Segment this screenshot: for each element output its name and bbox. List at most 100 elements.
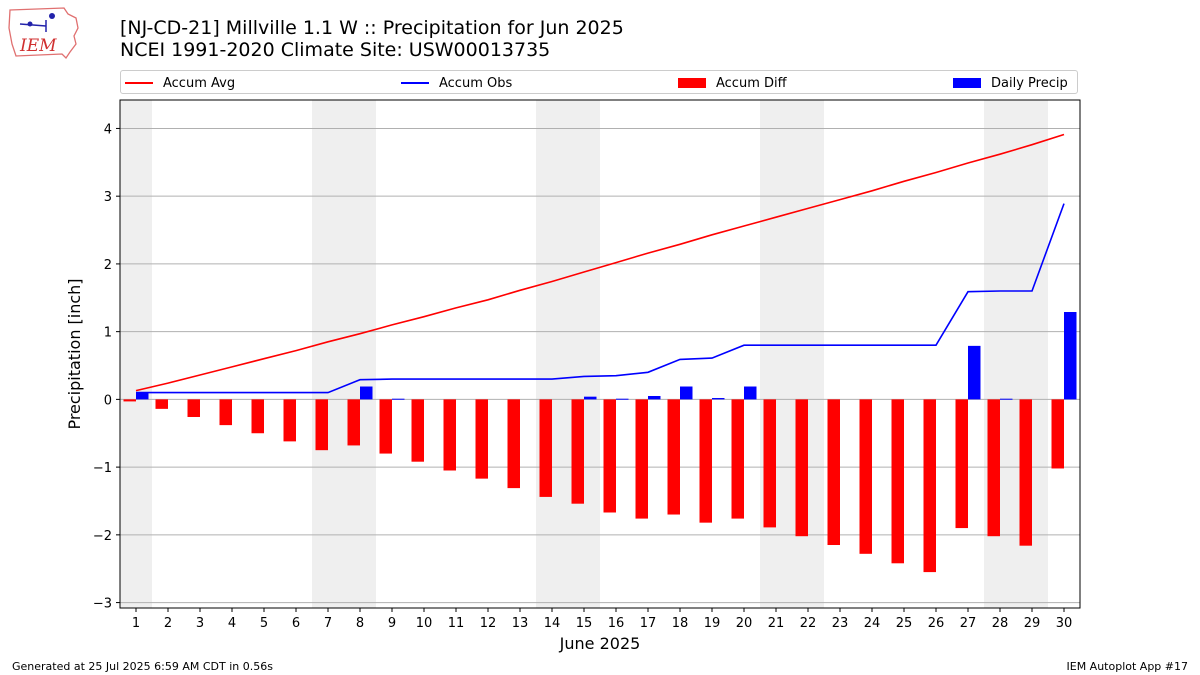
accum-diff-bar xyxy=(763,399,776,528)
x-tick-label: 5 xyxy=(260,616,268,631)
x-tick-label: 28 xyxy=(992,616,1009,631)
accum-obs-line xyxy=(136,203,1065,394)
x-tick-label: 13 xyxy=(512,616,529,631)
legend-swatch-accum-obs xyxy=(401,82,429,84)
y-tick-label: −2 xyxy=(93,529,112,544)
daily-precip-bar xyxy=(648,395,661,400)
accum-diff-bar xyxy=(123,399,136,402)
x-tick-label: 22 xyxy=(800,616,817,631)
y-tick-label: 0 xyxy=(104,393,112,408)
accum-diff-bar xyxy=(187,399,200,417)
legend: Accum Avg Accum Obs Accum Diff Daily Pre… xyxy=(120,70,1078,94)
x-tick-label: 23 xyxy=(832,616,849,631)
legend-item-accum-avg: Accum Avg xyxy=(125,74,235,92)
legend-label-daily-precip: Daily Precip xyxy=(991,75,1068,91)
legend-swatch-accum-avg xyxy=(125,82,153,84)
accum-diff-bar xyxy=(795,399,808,537)
x-tick-label: 21 xyxy=(768,616,785,631)
daily-precip-bar xyxy=(968,345,981,400)
x-tick-label: 30 xyxy=(1056,616,1073,631)
x-tick-label: 12 xyxy=(480,616,497,631)
accum-diff-bar xyxy=(475,399,488,479)
legend-swatch-daily-precip xyxy=(953,78,981,88)
accum-diff-bar xyxy=(1019,399,1032,546)
x-tick-label: 2 xyxy=(164,616,172,631)
legend-label-accum-diff: Accum Diff xyxy=(716,75,787,91)
x-tick-label: 8 xyxy=(356,616,364,631)
accum-diff-bar xyxy=(443,399,456,471)
x-axis-label: June 2025 xyxy=(559,634,641,653)
accum-diff-bar xyxy=(987,399,1000,537)
accum-diff-bar xyxy=(1051,399,1064,469)
weekend-shade-3 xyxy=(536,100,600,608)
accum-diff-bar xyxy=(827,399,840,546)
x-tick-label: 10 xyxy=(416,616,433,631)
weekend-shade-1 xyxy=(120,100,152,608)
x-tick-label: 20 xyxy=(736,616,753,631)
x-tick-label: 16 xyxy=(608,616,625,631)
x-tick-label: 1 xyxy=(132,616,140,631)
accum-diff-bar xyxy=(507,399,520,489)
x-tick-label: 17 xyxy=(640,616,657,631)
accum-diff-bar xyxy=(379,399,392,454)
legend-label-accum-obs: Accum Obs xyxy=(439,75,513,91)
daily-precip-bar xyxy=(680,386,693,400)
daily-precip-bar xyxy=(584,396,597,400)
generated-timestamp: Generated at 25 Jul 2025 6:59 AM CDT in … xyxy=(12,660,273,673)
accum-diff-bar xyxy=(219,399,232,426)
x-tick-label: 15 xyxy=(576,616,593,631)
accum-diff-bar xyxy=(859,399,872,554)
legend-swatch-accum-diff xyxy=(678,78,706,88)
legend-item-accum-obs: Accum Obs xyxy=(401,74,512,92)
accum-diff-bar xyxy=(251,399,264,434)
weekend-shade-4 xyxy=(760,100,824,608)
legend-label-accum-avg: Accum Avg xyxy=(163,75,236,91)
daily-precip-bar xyxy=(136,392,149,400)
legend-item-daily-precip: Daily Precip xyxy=(953,74,1068,92)
x-tick-label: 6 xyxy=(292,616,300,631)
accum-diff-bar xyxy=(923,399,936,573)
accum-diff-bar xyxy=(603,399,616,513)
accum-diff-bar xyxy=(571,399,584,504)
weekend-shade-2 xyxy=(312,100,376,608)
accum-diff-bar xyxy=(539,399,552,497)
y-tick-label: −1 xyxy=(93,461,112,476)
accum-avg-line xyxy=(135,133,1065,392)
app-label: IEM Autoplot App #17 xyxy=(1066,660,1189,673)
accum-diff-bar xyxy=(667,399,680,515)
daily-precip-bar xyxy=(712,398,725,400)
accum-diff-bar xyxy=(955,399,968,529)
chart-subtitle: NCEI 1991-2020 Climate Site: USW00013735 xyxy=(120,39,551,61)
x-tick-label: 25 xyxy=(896,616,913,631)
x-tick-label: 3 xyxy=(196,616,204,631)
accum-diff-bar xyxy=(283,399,296,442)
accum-diff-bar xyxy=(891,399,904,564)
x-tick-label: 4 xyxy=(228,616,236,631)
daily-precip-bar xyxy=(1064,312,1077,400)
accum-diff-bar xyxy=(699,399,712,523)
y-axis-label: Precipitation [inch] xyxy=(65,278,84,429)
x-tick-label: 18 xyxy=(672,616,689,631)
x-tick-label: 29 xyxy=(1024,616,1041,631)
daily-precip-bar xyxy=(392,398,405,400)
plot-frame xyxy=(119,99,1081,609)
daily-precip-bar xyxy=(1000,398,1013,400)
logo-text: IEM xyxy=(19,36,57,56)
iem-logo: IEM xyxy=(8,7,79,60)
x-tick-label: 11 xyxy=(448,616,465,631)
daily-precip-bar xyxy=(616,398,629,400)
x-tick-label: 9 xyxy=(388,616,396,631)
accum-diff-bar xyxy=(315,399,328,451)
x-tick-label: 14 xyxy=(544,616,561,631)
chart-title: [NJ-CD-21] Millville 1.1 W :: Precipitat… xyxy=(120,17,624,39)
accum-diff-bar xyxy=(411,399,424,462)
accum-diff-bar xyxy=(635,399,648,519)
daily-precip-bar xyxy=(744,386,757,400)
accum-diff-bar xyxy=(347,399,360,446)
y-tick-label: −3 xyxy=(93,597,112,612)
x-tick-label: 27 xyxy=(960,616,977,631)
accum-diff-bar xyxy=(155,399,168,409)
x-tick-label: 26 xyxy=(928,616,945,631)
accum-diff-bar xyxy=(731,399,744,519)
